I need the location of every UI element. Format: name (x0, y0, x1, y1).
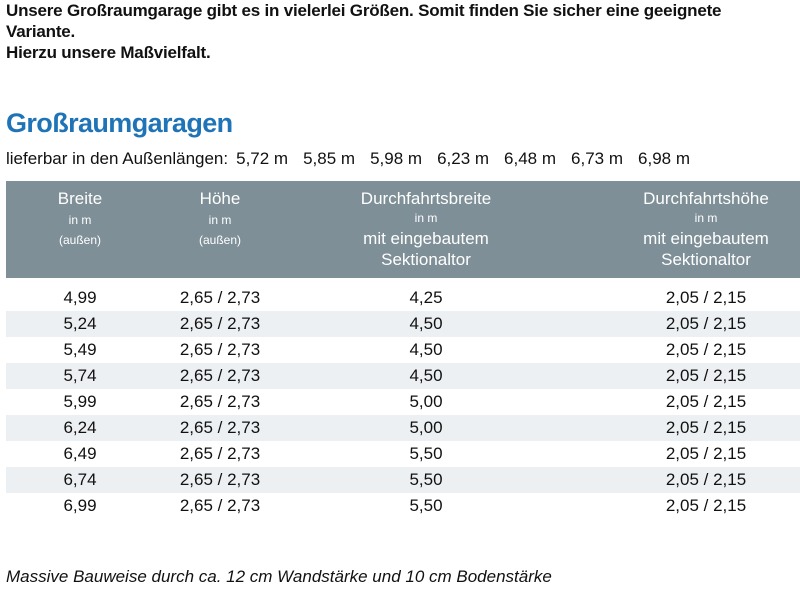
cell-durchfahrtsbreite: 5,50 (409, 496, 443, 515)
header-title: Höhe (199, 189, 241, 208)
table-row: 4,99 2,65 / 2,73 4,25 2,05 / 2,15 (6, 285, 800, 311)
cell-durchfahrtshoehe: 2,05 / 2,15 (665, 496, 747, 515)
table-row: 6,24 2,65 / 2,73 5,00 2,05 / 2,15 (6, 415, 800, 441)
table-row: 5,24 2,65 / 2,73 4,50 2,05 / 2,15 (6, 311, 800, 337)
cell-hoehe: 2,65 / 2,73 (179, 470, 261, 489)
length-value: 6,98 m (638, 149, 690, 168)
table-row: 6,74 2,65 / 2,73 5,50 2,05 / 2,15 (6, 467, 800, 493)
header-title: Durchfahrtsbreite (360, 189, 492, 208)
cell-hoehe: 2,65 / 2,73 (179, 366, 261, 385)
available-lengths: lieferbar in den Außenlängen: 5,72 m 5,8… (6, 149, 705, 169)
table-row: 5,74 2,65 / 2,73 4,50 2,05 / 2,15 (6, 363, 800, 389)
cell-hoehe: 2,65 / 2,73 (179, 444, 261, 463)
table-row: 6,49 2,65 / 2,73 5,50 2,05 / 2,15 (6, 441, 800, 467)
cell-durchfahrtshoehe: 2,05 / 2,15 (665, 340, 747, 359)
cell-hoehe: 2,65 / 2,73 (179, 392, 261, 411)
cell-hoehe: 2,65 / 2,73 (179, 340, 261, 359)
intro-text: Unsere Großraumgarage gibt es in vielerl… (6, 0, 800, 63)
cell-durchfahrtshoehe: 2,05 / 2,15 (665, 444, 747, 463)
cell-breite: 4,99 (63, 288, 97, 307)
cell-durchfahrtsbreite: 5,00 (409, 392, 443, 411)
header-title: Breite (57, 189, 103, 208)
header-line4: Sektionaltor (381, 250, 471, 269)
cell-durchfahrtsbreite: 5,50 (409, 470, 443, 489)
header-note: (außen) (198, 233, 242, 247)
cell-hoehe: 2,65 / 2,73 (179, 418, 261, 437)
header-durchfahrtshoehe: Durchfahrtshöhe in m mit eingebautem Sek… (608, 188, 800, 270)
lengths-label: lieferbar in den Außenlängen: (6, 149, 229, 168)
cell-breite: 5,49 (63, 340, 97, 359)
dimensions-table: Breite in m (außen) Höhe in m (außen) Du… (6, 181, 800, 519)
cell-hoehe: 2,65 / 2,73 (179, 288, 261, 307)
header-unit: in m (694, 211, 718, 225)
cell-breite: 5,24 (63, 314, 97, 333)
length-value: 5,72 m (236, 149, 289, 168)
cell-durchfahrtshoehe: 2,05 / 2,15 (665, 418, 747, 437)
length-value: 6,23 m (437, 149, 490, 168)
section-title: Großraumgaragen (6, 108, 233, 138)
cell-durchfahrtsbreite: 4,50 (409, 314, 443, 333)
cell-durchfahrtsbreite: 4,25 (409, 288, 443, 307)
cell-breite: 5,99 (63, 392, 97, 411)
length-value: 6,48 m (504, 149, 557, 168)
cell-durchfahrtshoehe: 2,05 / 2,15 (665, 314, 747, 333)
header-line4: Sektionaltor (661, 250, 751, 269)
cell-breite: 6,49 (63, 444, 97, 463)
table-row: 5,99 2,65 / 2,73 5,00 2,05 / 2,15 (6, 389, 800, 415)
cell-breite: 5,74 (63, 366, 97, 385)
header-breite: Breite in m (außen) (40, 188, 120, 250)
cell-durchfahrtsbreite: 5,00 (409, 418, 443, 437)
header-line3: mit eingebautem (363, 229, 489, 248)
header-unit: in m (68, 213, 92, 227)
table-row: 5,49 2,65 / 2,73 4,50 2,05 / 2,15 (6, 337, 800, 363)
header-durchfahrtsbreite: Durchfahrtsbreite in m mit eingebautem S… (332, 188, 520, 270)
table-header: Breite in m (außen) Höhe in m (außen) Du… (6, 181, 800, 278)
cell-hoehe: 2,65 / 2,73 (179, 496, 261, 515)
cell-durchfahrtsbreite: 4,50 (409, 340, 443, 359)
header-line3: mit eingebautem (643, 229, 769, 248)
table-body: 4,99 2,65 / 2,73 4,25 2,05 / 2,15 5,24 2… (6, 285, 800, 519)
intro-line-3: Hierzu unsere Maßvielfalt. (6, 43, 211, 62)
footnote: Massive Bauweise durch ca. 12 cm Wandstä… (6, 567, 552, 586)
cell-durchfahrtshoehe: 2,05 / 2,15 (665, 366, 747, 385)
cell-durchfahrtsbreite: 4,50 (409, 366, 443, 385)
cell-durchfahrtshoehe: 2,05 / 2,15 (665, 392, 747, 411)
length-value: 6,73 m (571, 149, 624, 168)
cell-durchfahrtsbreite: 5,50 (409, 444, 443, 463)
cell-hoehe: 2,65 / 2,73 (179, 314, 261, 333)
header-note: (außen) (58, 233, 102, 247)
length-value: 5,85 m (303, 149, 356, 168)
header-title: Durchfahrtshöhe (643, 189, 769, 208)
header-unit: in m (414, 211, 438, 225)
length-value: 5,98 m (370, 149, 423, 168)
header-unit: in m (208, 213, 232, 227)
table-row: 6,99 2,65 / 2,73 5,50 2,05 / 2,15 (6, 493, 800, 519)
cell-breite: 6,74 (63, 470, 97, 489)
cell-durchfahrtshoehe: 2,05 / 2,15 (665, 470, 747, 489)
intro-line-1: Unsere Großraumgarage gibt es in vielerl… (6, 1, 722, 20)
header-hoehe: Höhe in m (außen) (180, 188, 260, 250)
cell-breite: 6,24 (63, 418, 97, 437)
intro-line-2: Variante. (6, 22, 76, 41)
cell-breite: 6,99 (63, 496, 97, 515)
cell-durchfahrtshoehe: 2,05 / 2,15 (665, 288, 747, 307)
